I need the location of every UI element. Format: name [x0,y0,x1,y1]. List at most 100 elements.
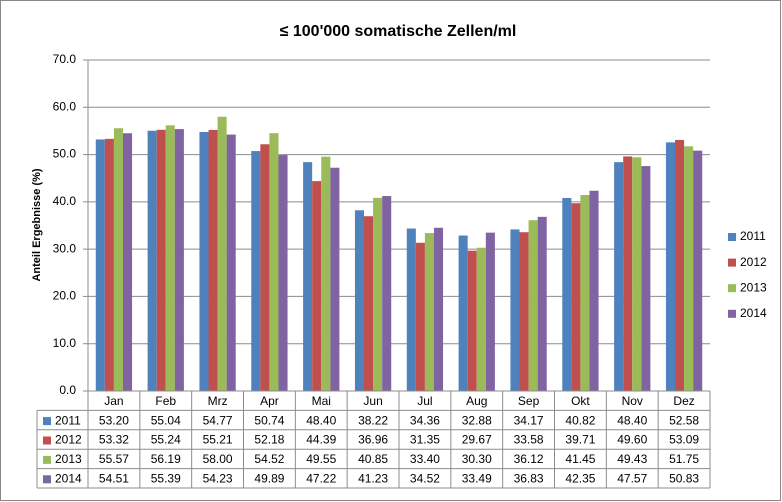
bar [632,157,642,391]
x-tick-label: Nov [622,394,643,408]
table-value: 34.36 [410,413,440,427]
legend-label: 2014 [740,306,767,320]
table-value: 41.23 [358,471,388,485]
bar [226,134,236,391]
table-key [43,436,51,445]
bar [519,232,529,391]
table-value: 56.19 [151,452,181,466]
table-value: 55.57 [99,452,129,466]
bar [467,250,477,391]
table-value: 33.40 [410,452,440,466]
bar [95,139,105,391]
table-value: 52.58 [669,413,699,427]
x-tick-label: Dez [673,394,694,408]
chart-title: ≤ 100'000 somatische Zellen/ml [280,23,517,40]
table-value: 48.40 [617,413,647,427]
table-value: 30.30 [462,452,492,466]
bar [675,139,685,391]
bar [614,162,624,391]
bar [665,142,676,391]
x-tick-label: Feb [155,394,176,408]
y-tick-label: 20.0 [53,289,77,303]
table-key [43,417,51,426]
bar [528,220,538,391]
bar [424,233,434,391]
bar [251,151,261,391]
y-axis-title: Anteil Ergebnisse (%) [31,168,43,281]
table-series-name: 2011 [55,413,81,427]
table-key [43,475,51,484]
bar [684,146,694,391]
x-tick-label: Jul [417,394,432,408]
table-series-name: 2013 [55,452,82,466]
table-value: 55.39 [151,471,181,485]
legend-key [728,258,736,267]
bar [174,129,184,392]
bar [562,197,572,391]
y-tick-label: 10.0 [53,336,77,350]
x-tick-label: Okt [571,394,590,408]
bar [165,125,175,391]
bar [589,190,599,391]
bar [321,156,331,391]
table-value: 49.55 [306,452,336,466]
bar [113,128,123,392]
x-tick-label: Jan [104,394,123,408]
table-value: 48.40 [306,413,336,427]
bar [433,227,444,391]
table-value: 55.24 [151,433,181,447]
table-value: 54.77 [203,413,233,427]
bar [537,216,547,391]
table-value: 47.22 [306,471,336,485]
table-value: 55.04 [151,413,181,427]
bar [623,156,633,391]
table-value: 49.43 [617,452,647,466]
bar [147,130,157,391]
table-value: 50.74 [254,413,284,427]
table-value: 49.89 [254,471,284,485]
bar [104,138,114,391]
table-value: 40.85 [358,452,388,466]
bar [312,181,322,391]
legend-key [728,284,736,293]
legend-key [728,233,736,241]
table-value: 53.09 [669,433,699,447]
x-tick-label: Mrz [208,394,228,408]
table-value: 55.21 [203,433,233,447]
bar [208,129,218,391]
table-value: 38.22 [358,413,388,427]
table-value: 51.75 [669,452,699,466]
y-tick-label: 70.0 [53,52,77,66]
bar [199,132,209,391]
table-value: 52.18 [254,433,284,447]
bar [415,242,425,391]
table-value: 44.39 [306,433,336,447]
table-value: 54.23 [203,471,233,485]
table-value: 40.82 [565,413,595,427]
table-value: 54.51 [99,471,129,485]
bar [260,144,270,391]
bar [354,210,365,391]
y-tick-label: 60.0 [53,99,77,113]
x-tick-label: Apr [260,394,279,408]
bar [571,203,581,391]
bar [156,129,166,392]
table-value: 54.52 [254,452,284,466]
table-value: 36.83 [514,471,544,485]
table-series-name: 2012 [55,433,82,447]
bar [364,216,374,391]
bar [580,195,590,391]
table-value: 33.49 [462,471,492,485]
y-tick-label: 40.0 [53,194,77,208]
table-value: 34.52 [410,471,440,485]
table-value: 58.00 [203,452,233,466]
bar [693,150,703,391]
table-value: 29.67 [462,433,492,447]
bar [278,155,288,391]
bar [406,228,416,391]
table-value: 47.57 [617,471,647,485]
table-value: 32.88 [462,413,492,427]
table-value: 49.60 [617,433,647,447]
table-value: 50.83 [669,471,699,485]
